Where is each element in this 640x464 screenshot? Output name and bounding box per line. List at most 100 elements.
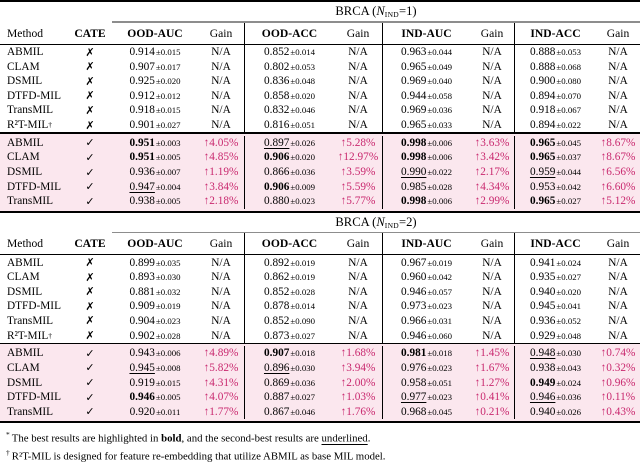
gain-value: N/A (482, 60, 502, 73)
metric-value-cell: 0.946 ±0.060 (382, 328, 470, 343)
metric-stddev: ±0.004 (155, 181, 181, 192)
metric-stddev: ±0.030 (556, 348, 582, 359)
metric-value: 0.938 (129, 195, 155, 208)
metric-value-cell: 0.965 ±0.049 (382, 59, 470, 74)
method-cell: ABMIL (0, 45, 68, 60)
metric-value-cell: 0.881 ±0.032 (112, 284, 198, 299)
table-header-row: Method CATE OOD-AUC Gain OOD-ACC Gain IND-AUC G… (0, 22, 640, 44)
title-suffix: =2) (399, 214, 417, 229)
metric-stddev: ±0.015 (155, 105, 181, 116)
method-name: DSMIL (7, 285, 43, 298)
gain-value: N/A (211, 271, 231, 284)
metric-stddev: ±0.045 (556, 137, 582, 148)
metric-stddev: ±0.012 (155, 90, 181, 101)
horizontal-rule (0, 342, 640, 345)
table-row: ABMIL ✗ 0.899 ±0.035 N/A 0.892 ±0.019 N/A 0.967 ±… (0, 255, 640, 270)
horizontal-rule (0, 254, 640, 256)
metric-value: 0.990 (400, 166, 427, 179)
metric-value-cell: 0.949 ±0.024 (514, 375, 596, 390)
metric-stddev: ±0.005 (155, 152, 181, 163)
metric-stddev: ±0.052 (556, 315, 582, 326)
metric-stddev: ±0.032 (155, 286, 181, 297)
cate-cell: ✓ (68, 150, 112, 165)
metric-value-cell: 0.951 ±0.005 (112, 150, 198, 165)
results-table-1: BRCA (NIND=1) Method CATE OOD-AUC Gain OOD-AC… (0, 0, 640, 213)
metric-value-cell: 0.867 ±0.046 (244, 404, 334, 419)
metric-stddev: ±0.068 (556, 61, 582, 72)
metric-value: 0.965 (529, 136, 556, 149)
cate-highlighted-rows: ABMIL ✓ 0.951 ±0.003 ↑4.05% 0.897 ±0.026 ↑5.28%… (0, 133, 640, 211)
table-row: DSMIL ✗ 0.881 ±0.032 N/A 0.852 ±0.028 N/A 0.946 ±… (0, 284, 640, 300)
metric-stddev: ±0.048 (290, 76, 316, 87)
method-cell: ABMIL (0, 136, 68, 151)
metric-stddev: ±0.023 (427, 301, 453, 312)
metric-value: 0.893 (129, 271, 155, 284)
metric-value: 0.901 (129, 119, 155, 132)
cross-icon: ✗ (85, 257, 95, 270)
metric-value-cell: 0.920 ±0.011 (112, 404, 198, 419)
gain-value: ↑1.27% (474, 376, 510, 389)
gain-value: ↑0.74% (600, 347, 636, 360)
metric-value: 0.918 (129, 104, 155, 117)
cross-icon: ✗ (85, 46, 95, 59)
method-name: DTFD-MIL (7, 89, 61, 102)
method-cell: DSMIL (0, 375, 68, 390)
gain-value: N/A (482, 314, 502, 327)
footnote-line: * The best results are highlighted in bol… (6, 428, 634, 446)
gain-value: ↑3.59% (340, 166, 376, 179)
gain-value: N/A (608, 271, 628, 284)
metric-value: 0.985 (400, 180, 427, 193)
gain-cell: N/A (470, 328, 514, 343)
metric-value-cell: 0.909 ±0.019 (112, 299, 198, 314)
metric-value: 0.968 (400, 405, 427, 418)
metric-stddev: ±0.044 (556, 167, 582, 178)
metric-value: 0.944 (400, 89, 427, 102)
column-header-ood-auc: OOD-AUC (127, 237, 183, 251)
gain-cell: N/A (198, 314, 244, 329)
paper-tables: BRCA (NIND=1) Method CATE OOD-AUC Gain OOD-AC… (0, 0, 640, 423)
method-cell: DSMIL (0, 74, 68, 89)
metric-value: 0.836 (263, 75, 290, 88)
gain-cell: ↑4.07% (198, 390, 244, 405)
metric-stddev: ±0.006 (155, 348, 181, 359)
footnotes: * The best results are highlighted in bol… (0, 423, 640, 464)
metric-stddev: ±0.030 (290, 362, 316, 373)
metric-stddev: ±0.006 (427, 152, 453, 163)
metric-stddev: ±0.057 (427, 286, 453, 297)
metric-value-cell: 0.852 ±0.014 (244, 44, 334, 60)
metric-value: 0.900 (529, 75, 556, 88)
gain-cell: ↑4.05% (198, 136, 244, 151)
metric-stddev: ±0.027 (290, 330, 316, 341)
gain-cell: N/A (334, 314, 382, 329)
metric-value-cell: 0.899 ±0.035 (112, 255, 198, 270)
gain-cell: ↑8.67% (596, 150, 640, 165)
method-name: CLAM (7, 151, 40, 164)
metric-stddev: ±0.045 (427, 406, 453, 417)
metric-stddev: ±0.067 (556, 105, 582, 116)
gain-value: ↑4.31% (203, 376, 239, 389)
metric-value-cell: 0.965 ±0.033 (382, 117, 470, 133)
table-row: TransMIL ✓ 0.920 ±0.011 ↑1.77% 0.867 ±0.046 ↑1.… (0, 404, 640, 419)
gain-cell: N/A (198, 255, 244, 270)
column-header-ind-auc: IND-AUC (382, 22, 470, 44)
metric-stddev: ±0.020 (556, 286, 582, 297)
metric-value: 0.981 (400, 347, 427, 360)
column-header-gain: Gain (346, 237, 370, 251)
cate-cell: ✓ (68, 346, 112, 361)
metric-value-cell: 0.907 ±0.018 (244, 346, 334, 361)
gain-value: N/A (348, 46, 368, 59)
metric-value-cell: 0.906 ±0.009 (244, 179, 334, 194)
gain-value: ↑5.12% (600, 195, 636, 208)
column-header-gain: Gain (606, 26, 630, 40)
column-header-ood-acc: OOD-ACC (244, 233, 334, 255)
method-name: ABMIL (7, 347, 44, 360)
gain-value: N/A (211, 314, 231, 327)
gain-value: N/A (482, 285, 502, 298)
gain-value: N/A (211, 119, 231, 132)
gain-value: N/A (482, 104, 502, 117)
gain-value: ↑1.67% (474, 361, 510, 374)
gain-cell: N/A (334, 89, 382, 104)
metric-value-cell: 0.981 ±0.018 (382, 346, 470, 361)
metric-value-cell: 0.892 ±0.019 (244, 255, 334, 270)
gain-value: N/A (348, 314, 368, 327)
